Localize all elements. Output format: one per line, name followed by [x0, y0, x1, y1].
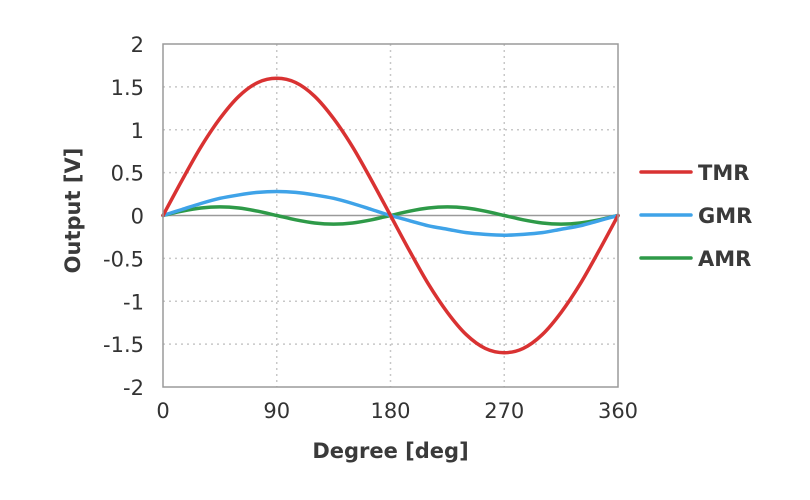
y-tick-label: 1 — [131, 119, 144, 143]
y-axis-title: Output [V] — [61, 148, 85, 274]
y-tick-label: -1.5 — [103, 333, 144, 357]
legend-label: AMR — [698, 247, 751, 271]
legend-item-tmr: TMR — [639, 161, 749, 185]
x-axis-ticks: 0 90 180 270 360 — [156, 399, 638, 423]
y-tick-label: 0 — [131, 205, 144, 229]
x-tick-label: 0 — [156, 399, 169, 423]
legend: TMR GMR AMR — [639, 161, 752, 271]
series-tmr-line — [161, 76, 620, 355]
y-tick-label: -0.5 — [103, 247, 144, 271]
x-tick-label: 270 — [484, 399, 524, 423]
y-tick-label: 1.5 — [111, 76, 144, 100]
x-tick-label: 90 — [263, 399, 290, 423]
x-tick-label: 360 — [598, 399, 638, 423]
grid-lines — [163, 44, 618, 387]
x-axis-title: Degree [deg] — [312, 439, 468, 463]
y-tick-label: -1 — [123, 290, 144, 314]
legend-label: GMR — [698, 204, 752, 228]
legend-item-gmr: GMR — [639, 204, 752, 228]
y-tick-label: 2 — [131, 33, 144, 57]
plot-frame — [162, 43, 619, 388]
y-axis-ticks: 2 1.5 1 0.5 0 -0.5 -1 -1.5 -2 — [103, 33, 144, 400]
legend-label: TMR — [698, 161, 749, 185]
y-tick-label: 0.5 — [111, 162, 144, 186]
x-tick-label: 180 — [370, 399, 410, 423]
legend-item-amr: AMR — [639, 247, 751, 271]
y-tick-label: -2 — [123, 376, 144, 400]
series-group — [161, 76, 620, 355]
